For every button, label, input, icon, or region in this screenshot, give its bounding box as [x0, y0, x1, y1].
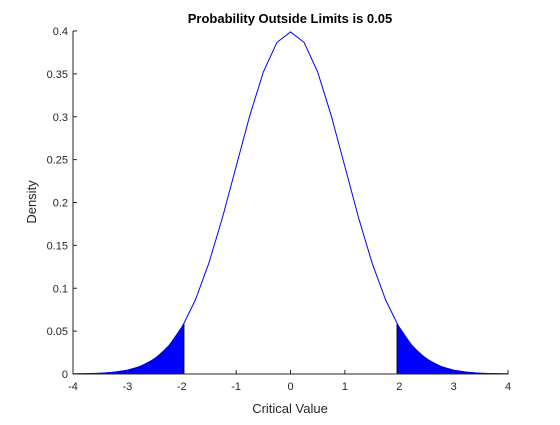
x-tick-label: -3: [122, 381, 132, 393]
x-tick-label: 1: [342, 381, 348, 393]
x-tick-label: 4: [505, 381, 511, 393]
y-tick-label: 0.1: [53, 283, 68, 295]
y-tick-label: 0.3: [53, 112, 68, 124]
series-line-0: [72, 31, 509, 375]
y-tick-label: 0.35: [47, 69, 68, 81]
y-tick-label: 0.4: [53, 26, 68, 38]
x-tick-label: 3: [451, 381, 457, 393]
x-tick-label: -2: [177, 381, 187, 393]
y-tick-label: 0.25: [47, 155, 68, 167]
x-tick-label: 0: [287, 381, 293, 393]
series-layer: [72, 31, 509, 375]
x-tick-label: -4: [68, 381, 78, 393]
x-tick-label: -1: [231, 381, 241, 393]
chart-title: Probability Outside Limits is 0.05: [188, 11, 392, 26]
x-tick-label: 2: [396, 381, 402, 393]
y-axis-label: Density: [24, 180, 39, 224]
x-axis-label: Critical Value: [252, 401, 328, 416]
y-tick-label: 0.05: [47, 326, 68, 338]
y-tick-label: 0: [62, 369, 68, 381]
y-tick-label: 0.2: [53, 198, 68, 210]
x-ticks: -4 -3 -2 -1 0 1 2 3 4: [68, 370, 511, 393]
y-ticks: 0 0.05 0.1 0.15 0.2 0.25 0.3 0.35 0.4: [47, 26, 77, 381]
y-tick-label: 0.15: [47, 240, 68, 252]
plot-area: [73, 31, 508, 374]
